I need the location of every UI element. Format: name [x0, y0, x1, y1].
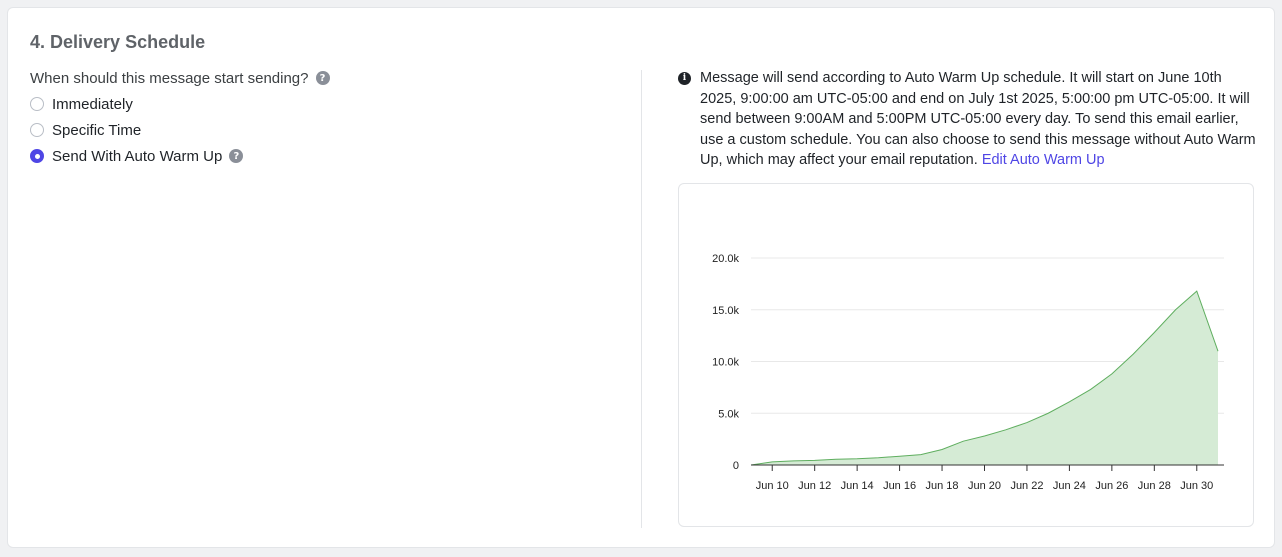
y-tick-label: 10.0k [712, 357, 739, 369]
option-label: Immediately [52, 95, 133, 113]
info-message: Message will send according to Auto Warm… [700, 70, 1256, 168]
warm-up-area-chart: 0 5.0k 10.0k 15.0k 20.0k Jun 10 Jun 12 Jun 14 Ju… [712, 253, 1224, 492]
schedule-info-panel: i Message will send according to Auto Wa… [678, 68, 1258, 171]
auto-warm-up-info: i Message will send according to Auto Wa… [678, 68, 1258, 171]
info-circle-icon: i [678, 72, 691, 85]
area-fill [751, 291, 1218, 465]
x-tick-label: Jun 16 [883, 480, 916, 492]
option-label: Send With Auto Warm Up [52, 147, 223, 165]
x-tick-label: Jun 12 [798, 480, 831, 492]
x-tick-label: Jun 26 [1095, 480, 1128, 492]
y-tick-label: 5.0k [718, 408, 739, 420]
delivery-schedule-card: 4. Delivery Schedule When should this me… [7, 7, 1275, 548]
question-help-icon[interactable]: ? [315, 71, 330, 85]
info-text: Message will send according to Auto Warm… [700, 68, 1258, 171]
x-tick-label: Jun 22 [1010, 480, 1043, 492]
x-tick-label: Jun 24 [1053, 480, 1086, 492]
option-immediately[interactable]: Immediately [30, 94, 630, 114]
x-tick-label: Jun 20 [968, 480, 1001, 492]
x-tick-label: Jun 14 [841, 480, 874, 492]
start-sending-options: When should this message start sending? … [30, 68, 630, 166]
option-specific-time[interactable]: Specific Time [30, 120, 630, 140]
x-tick-label: Jun 30 [1180, 480, 1213, 492]
x-tick-label: Jun 10 [756, 480, 789, 492]
radio-immediately[interactable] [30, 97, 44, 111]
auto-warm-up-help-icon[interactable]: ? [229, 149, 244, 163]
x-tick-label: Jun 28 [1138, 480, 1171, 492]
radio-auto-warm-up[interactable] [30, 149, 44, 163]
y-tick-label: 15.0k [712, 305, 739, 317]
edit-auto-warm-up-link[interactable]: Edit Auto Warm Up [981, 152, 1105, 168]
warm-up-chart: 0 5.0k 10.0k 15.0k 20.0k Jun 10 Jun 12 Jun 14 Ju… [678, 183, 1254, 527]
section-title: 4. Delivery Schedule [30, 32, 206, 52]
option-auto-warm-up[interactable]: Send With Auto Warm Up ? [30, 146, 630, 166]
x-tick-label: Jun 18 [926, 480, 959, 492]
column-divider [641, 70, 642, 528]
area-line [750, 290, 1219, 466]
y-tick-label: 20.0k [712, 253, 739, 265]
start-sending-question: When should this message start sending? … [30, 68, 630, 88]
y-tick-label: 0 [733, 460, 739, 472]
question-label: When should this message start sending? [30, 69, 309, 87]
option-label: Specific Time [52, 121, 142, 139]
radio-specific-time[interactable] [30, 123, 44, 137]
